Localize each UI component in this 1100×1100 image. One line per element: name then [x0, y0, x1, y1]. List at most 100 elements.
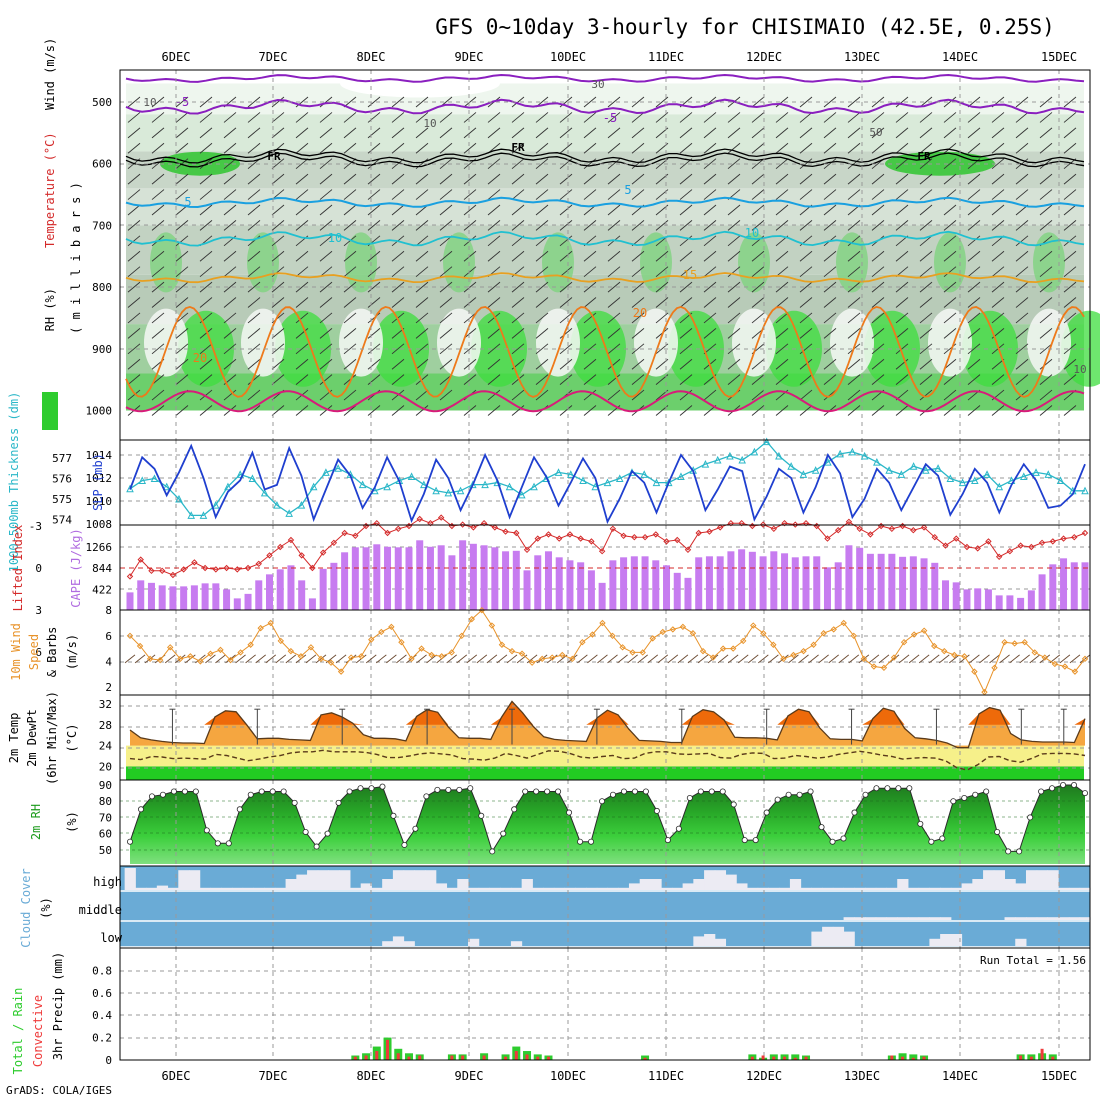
rh-point	[796, 791, 803, 798]
cloud-middle-bar	[1025, 917, 1038, 920]
wind-barb	[895, 220, 909, 231]
wind-barb	[134, 654, 146, 664]
wind-speed-point	[448, 649, 455, 656]
wind-barb	[535, 189, 549, 200]
wind-barb	[343, 158, 357, 170]
wind-barb	[919, 158, 933, 170]
wind-barb	[583, 281, 597, 293]
li-point	[298, 552, 305, 559]
li-point	[684, 546, 692, 554]
wind-barb	[607, 189, 621, 200]
wind-barb	[727, 343, 741, 355]
wind-barb	[631, 220, 645, 231]
wind-barb	[215, 654, 226, 664]
li-point	[470, 524, 477, 531]
wind-barb	[631, 96, 645, 108]
cloud-high-bar	[1047, 870, 1059, 890]
li-point	[330, 539, 338, 547]
label-group: Total / Rain	[11, 988, 25, 1075]
wind-speed-point	[146, 655, 154, 663]
wind-barb	[823, 358, 837, 370]
wind-barb	[799, 328, 813, 339]
li-point	[910, 526, 917, 534]
wind-barb	[199, 112, 213, 123]
wind-barb	[679, 250, 693, 262]
rh-point	[939, 835, 946, 842]
temp-axis-label-part: 2m Temp	[7, 713, 21, 764]
wind-barb	[679, 204, 693, 216]
wind-barb	[631, 158, 645, 170]
slp-tick-label: 1012	[86, 472, 113, 485]
wind-barb	[343, 405, 357, 416]
wind-barb	[631, 343, 645, 355]
wind-barb	[847, 374, 861, 385]
wind-speed-point	[609, 632, 616, 640]
thickness-point	[309, 482, 318, 491]
wind-speed-point	[257, 624, 264, 632]
precip-convective-bar	[793, 1057, 797, 1060]
wind-speed-point	[679, 623, 687, 631]
wind-speed-point	[669, 626, 677, 633]
wind-barb	[151, 389, 165, 401]
cape-tick-label: 844	[92, 562, 112, 575]
rh-point	[763, 809, 770, 816]
wind-barb	[367, 96, 381, 108]
wind-barb	[967, 220, 981, 231]
cloud-low-bar	[843, 931, 855, 946]
wind-barb	[343, 328, 357, 339]
wind-barb	[823, 127, 837, 139]
wind-barb	[247, 297, 261, 308]
cape-bar	[577, 562, 585, 610]
rh-point	[741, 837, 748, 844]
cape-bar	[394, 547, 402, 610]
wind-speed-point	[810, 641, 817, 648]
wind-barb	[151, 189, 165, 200]
wind-barb	[175, 158, 189, 170]
cloud-axis-label: Cloud Cover	[19, 868, 33, 947]
thickness-point	[358, 480, 367, 489]
cloud-high-bar	[468, 887, 480, 890]
wind-barb	[727, 358, 741, 370]
wind-barb	[979, 654, 990, 664]
date-label: 12DEC	[746, 50, 782, 64]
wind-barb	[1039, 96, 1053, 108]
wind-barb	[895, 142, 909, 154]
cloud-high-bar	[178, 870, 190, 890]
wind-speed-point	[910, 631, 918, 638]
cloud-high-bar	[950, 887, 963, 890]
wind-barb	[751, 220, 765, 231]
slp-tick-label: 1010	[86, 495, 113, 508]
thickness-point	[456, 486, 465, 495]
cape-bar	[137, 580, 145, 610]
li-point	[588, 538, 595, 545]
wind-barb	[679, 220, 693, 231]
wind-barb	[271, 358, 285, 370]
wind-barb	[799, 405, 813, 416]
wind-speed-point	[187, 653, 194, 660]
wind-barb	[367, 374, 381, 385]
wind-barb	[1039, 389, 1053, 401]
wind-barb	[799, 189, 813, 200]
rh-point	[785, 791, 792, 798]
rh-dry-patch	[340, 69, 500, 98]
cape-bar	[845, 545, 853, 610]
wind-barb	[199, 358, 213, 370]
wind-barb	[487, 389, 501, 401]
wind-barb	[607, 220, 621, 231]
thickness-point	[566, 470, 575, 478]
cloud-low-bar	[929, 938, 941, 946]
cape-bar	[459, 540, 467, 610]
wind-speed-point	[729, 645, 737, 652]
thickness-point	[640, 470, 649, 478]
wind-barb	[295, 281, 309, 293]
wind-barb	[583, 328, 597, 339]
y-tick-label: 800	[92, 281, 112, 294]
rh-point	[434, 786, 441, 793]
wind-barb	[415, 112, 429, 123]
wind-barb	[1063, 173, 1077, 185]
wind-barb	[679, 142, 693, 154]
wind-barb	[727, 142, 741, 154]
wind-barb	[871, 220, 885, 231]
rh-point	[588, 838, 595, 845]
